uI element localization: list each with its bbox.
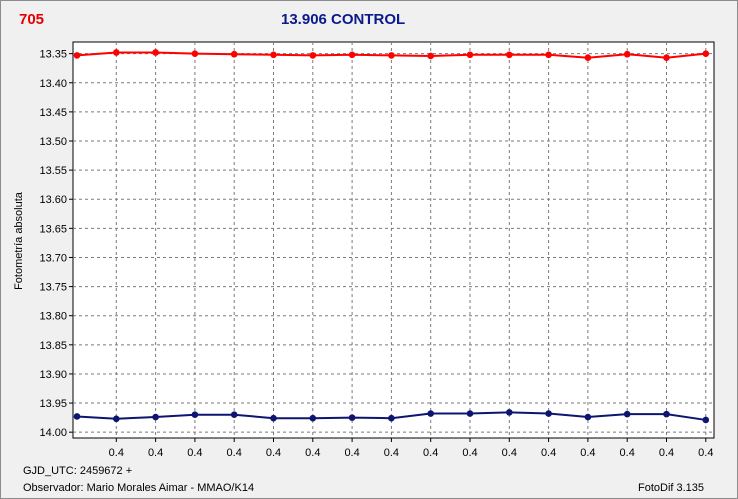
chart-title: 13.906 CONTROL <box>281 11 406 28</box>
data-point <box>623 410 631 418</box>
y-tick-label: 13.60 <box>39 194 67 206</box>
x-tick-label: 0.4 <box>266 447 281 459</box>
data-point <box>309 414 317 422</box>
data-point <box>663 54 670 62</box>
data-point <box>506 51 513 59</box>
data-point <box>73 52 81 59</box>
x-tick-label: 0.4 <box>305 447 320 459</box>
gjd-label: GJD_UTC: 2459672 + <box>23 465 133 477</box>
x-tick-label: 0.4 <box>227 447 242 459</box>
data-point <box>466 51 474 59</box>
x-tick-label: 0.4 <box>541 447 556 459</box>
y-tick-label: 14.00 <box>39 427 67 439</box>
y-tick-label: 13.35 <box>39 49 67 61</box>
data-point <box>309 52 317 59</box>
data-point <box>191 50 199 57</box>
data-point <box>545 51 552 59</box>
data-point <box>113 49 120 56</box>
y-tick-label: 13.40 <box>39 78 67 90</box>
observer-label: Observador: Mario Morales Aimar - MMAO/K… <box>23 482 255 494</box>
software-version: FotoDif 3.135 <box>638 482 705 494</box>
y-tick-label: 13.45 <box>39 107 67 119</box>
y-tick-label: 13.50 <box>39 136 67 148</box>
data-point <box>152 413 159 421</box>
data-point <box>427 410 435 417</box>
chart-area: 13.35 13.40 13.45 13.50 13.55 13.60 13.65 13.70… <box>13 41 715 459</box>
data-point <box>702 50 710 57</box>
grid-lines <box>73 42 714 438</box>
data-point <box>191 411 199 419</box>
data-point <box>702 416 710 424</box>
data-point <box>506 409 513 416</box>
y-tick-label: 13.90 <box>39 369 67 381</box>
x-tick-label: 0.4 <box>148 447 163 459</box>
data-point <box>348 51 356 59</box>
data-series <box>73 49 710 424</box>
y-tick-label: 13.85 <box>39 340 67 352</box>
x-axis-ticks: 0.4 0.4 0.4 0.4 0.4 0.4 0.4 0.4 0.4 0.4 0.4 0.4 0.4 0… <box>109 438 713 459</box>
data-point <box>466 410 474 417</box>
x-tick-label: 0.4 <box>659 447 674 459</box>
y-tick-label: 13.75 <box>39 282 67 294</box>
x-tick-label: 0.4 <box>344 447 359 459</box>
x-tick-label: 0.4 <box>423 447 438 459</box>
y-tick-label: 13.70 <box>39 252 67 264</box>
y-tick-label: 13.55 <box>39 165 67 177</box>
data-point <box>388 414 395 422</box>
data-point <box>73 413 81 420</box>
y-axis-ticks: 13.35 13.40 13.45 13.50 13.55 13.60 13.65 13.70… <box>39 49 73 439</box>
y-tick-label: 13.80 <box>39 311 67 323</box>
data-point <box>663 410 670 418</box>
data-point <box>270 51 277 59</box>
y-tick-label: 13.95 <box>39 398 67 410</box>
data-point <box>584 54 592 62</box>
plot-background <box>72 41 715 439</box>
y-tick-label: 13.65 <box>39 223 67 235</box>
data-point <box>584 413 592 421</box>
data-point <box>427 52 435 60</box>
data-point <box>270 414 277 422</box>
x-tick-label: 0.4 <box>620 447 635 459</box>
star-id-label: 705 <box>19 11 45 28</box>
x-tick-label: 0.4 <box>580 447 595 459</box>
data-point <box>545 410 552 417</box>
data-point <box>152 49 159 56</box>
data-point <box>230 50 238 58</box>
data-point <box>348 414 356 421</box>
data-point <box>388 52 395 59</box>
x-tick-label: 0.4 <box>462 447 477 459</box>
x-tick-label: 0.4 <box>502 447 517 459</box>
data-point <box>113 415 120 423</box>
x-tick-label: 0.4 <box>384 447 399 459</box>
x-tick-label: 0.4 <box>109 447 124 459</box>
data-point <box>623 50 631 58</box>
x-tick-label: 0.4 <box>187 447 202 459</box>
y-axis-label: Fotometría absoluta <box>13 191 25 290</box>
data-point <box>230 411 238 419</box>
x-tick-label: 0.4 <box>698 447 713 459</box>
